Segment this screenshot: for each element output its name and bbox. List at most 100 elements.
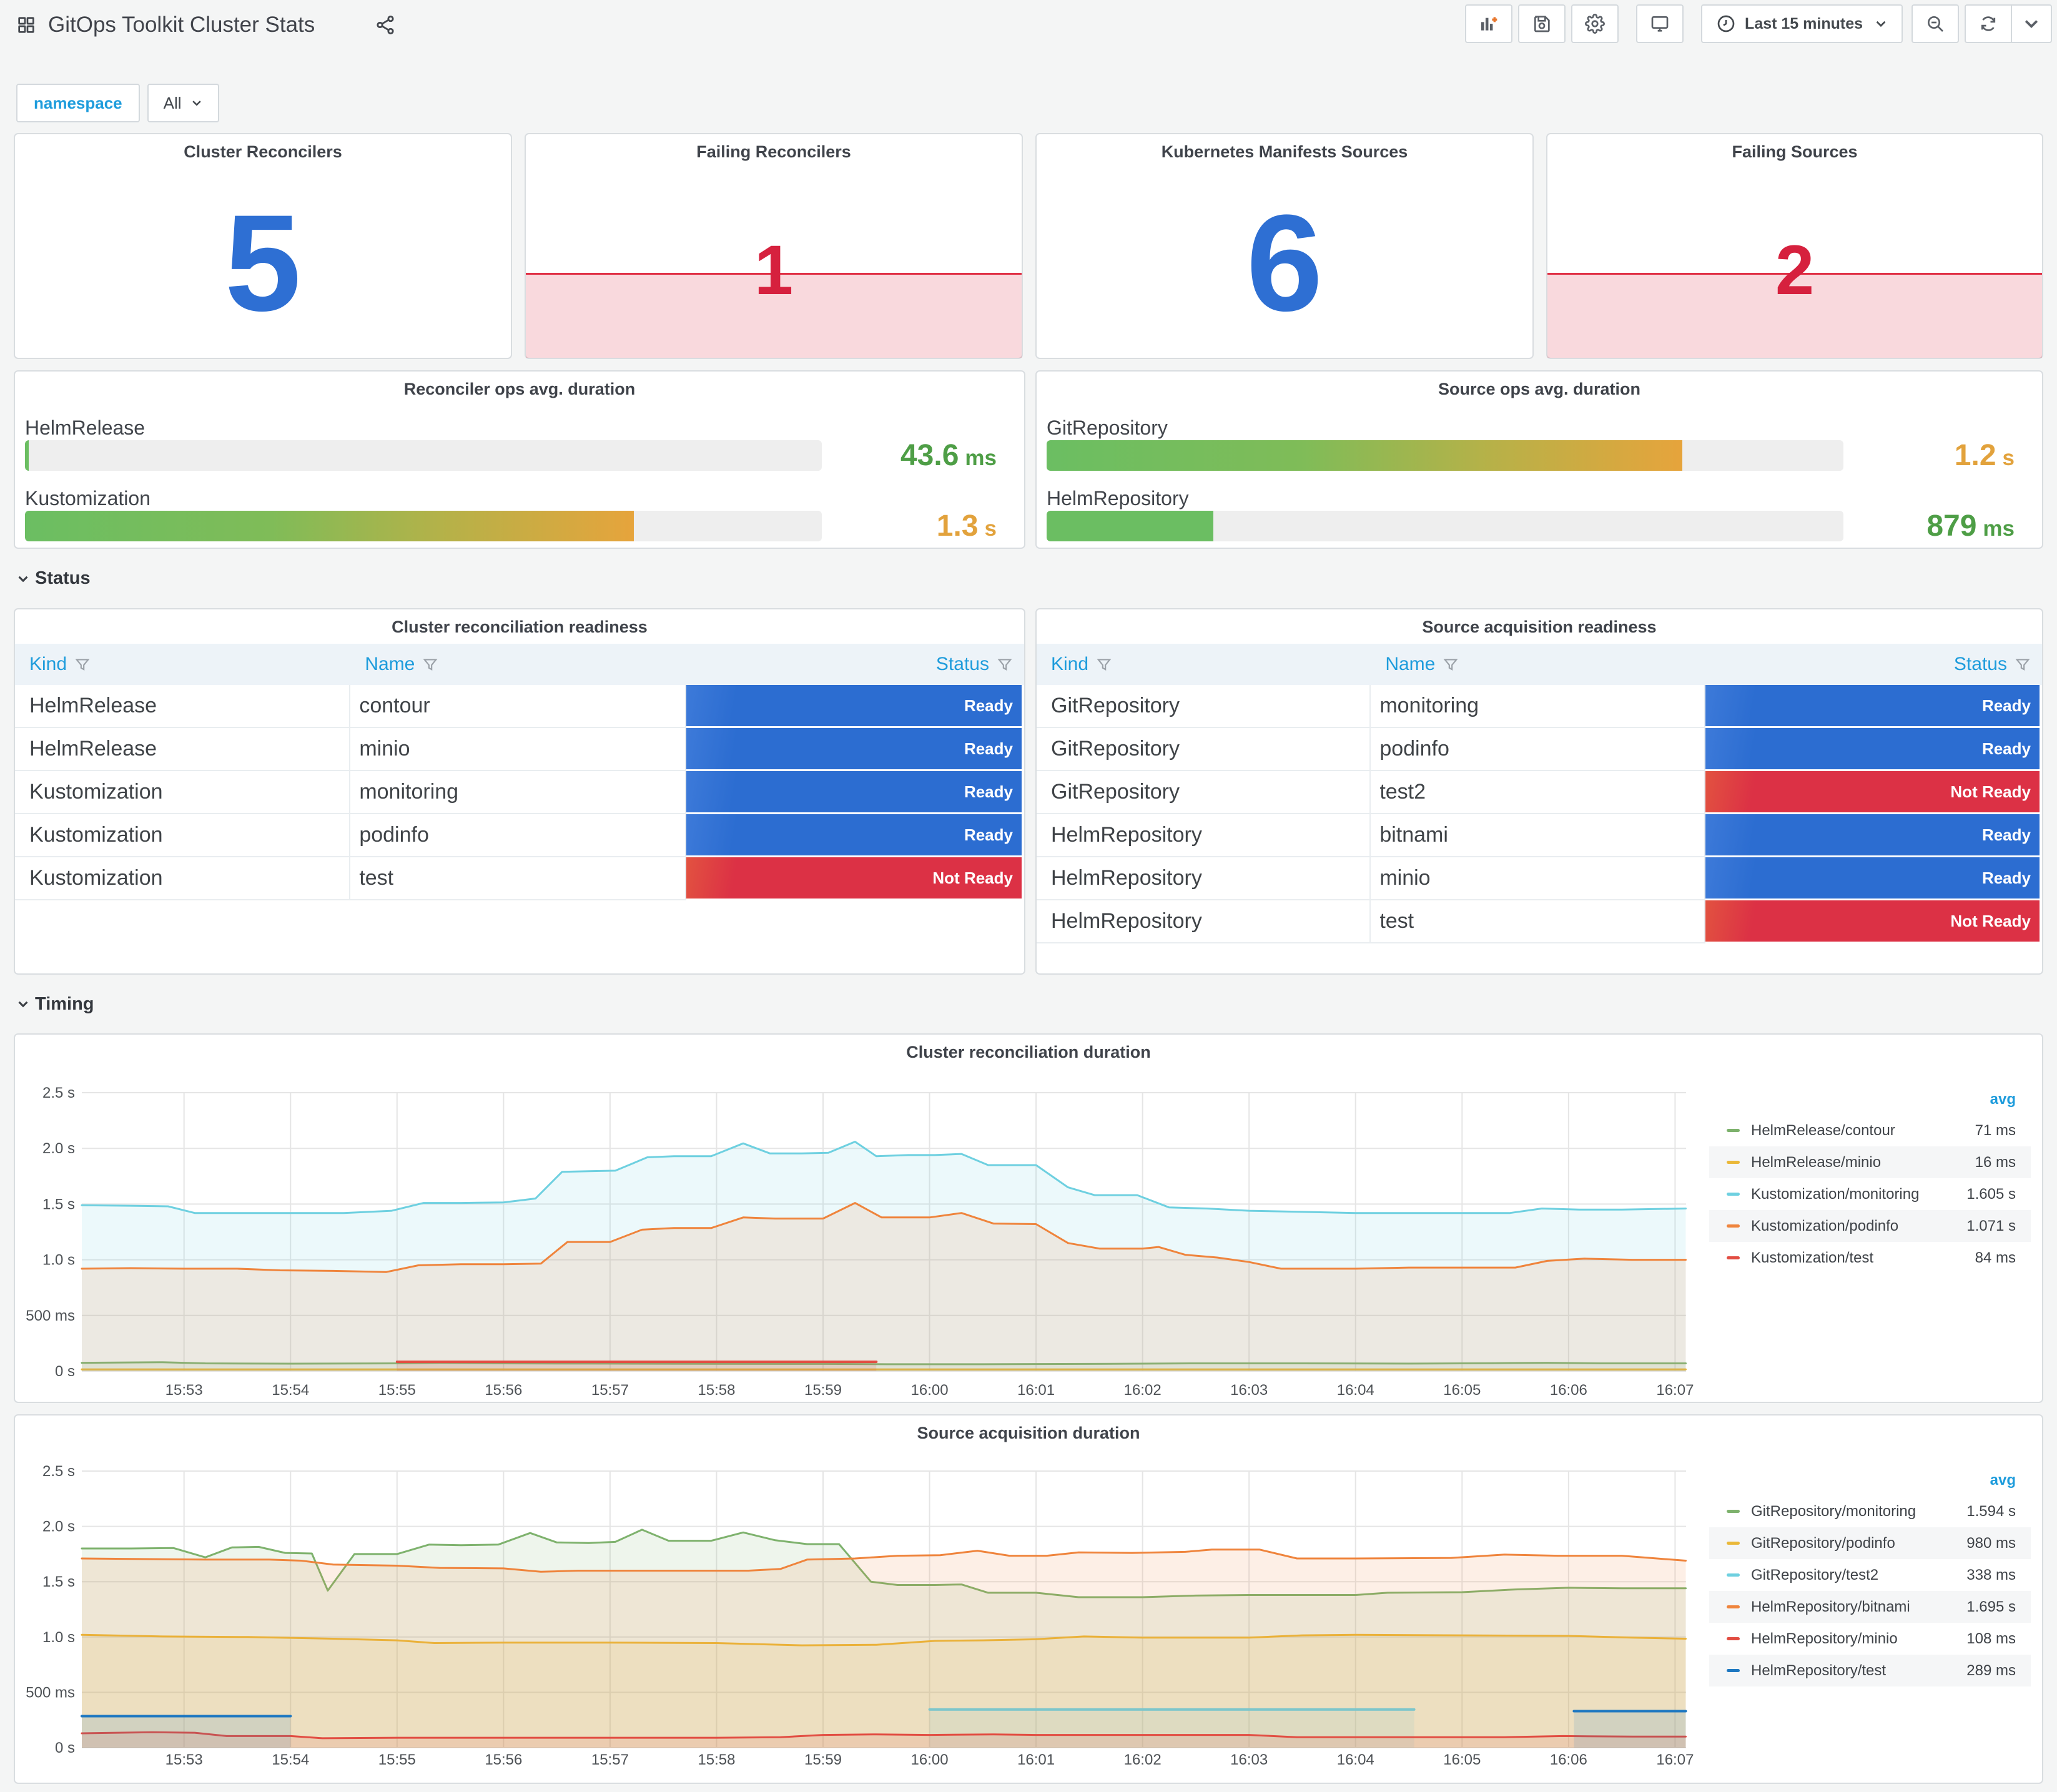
panel-title[interactable]: Cluster Reconcilers <box>184 142 342 161</box>
time-series-chart[interactable]: 0 s 500 ms 1.0 s 1.5 s 2.0 s 2.5 s 15:53 15:54 1… <box>15 1415 2040 1780</box>
panel-title[interactable]: Failing Reconcilers <box>696 142 851 161</box>
legend-item[interactable]: Kustomization/podinfo 1.071 s <box>1709 1210 2031 1242</box>
legend-series-name: Kustomization/monitoring <box>1751 1185 1920 1203</box>
variable-value-dropdown[interactable]: All <box>147 84 219 122</box>
table-column-header-name[interactable]: Name <box>1371 644 1705 685</box>
legend-series-color-dash <box>1727 1256 1740 1259</box>
x-axis-tick-label: 16:03 <box>1230 1751 1268 1768</box>
series-line-HelmRepository/minio <box>81 1731 1687 1740</box>
zoom-out-time-range-button[interactable] <box>1911 4 1959 43</box>
legend-column-header-avg[interactable]: avg <box>1990 1091 2016 1108</box>
bar-gauge-value-unit: s <box>984 516 997 541</box>
x-axis-tick-label: 16:01 <box>1017 1751 1055 1768</box>
column-header-label: Kind <box>29 654 67 674</box>
y-axis-tick-label: 1.0 s <box>42 1252 75 1269</box>
time-series-chart[interactable]: 0 s 500 ms 1.0 s 1.5 s 2.0 s 2.5 s 15:53 15:54 1… <box>15 1035 2040 1399</box>
column-header-label: Name <box>1385 654 1436 674</box>
sparkline-line <box>526 273 1022 275</box>
add-panel-button[interactable] <box>1465 4 1513 43</box>
bar-gauge-track <box>25 440 822 471</box>
legend-series-avg-value: 1.695 s <box>1966 1598 2016 1615</box>
x-axis-tick-label: 16:04 <box>1337 1382 1374 1399</box>
stat-value: 5 <box>224 186 302 340</box>
table-column-header-status[interactable]: Status <box>686 644 1022 685</box>
x-axis-tick-label: 16:02 <box>1124 1751 1162 1768</box>
table-cell-kind: HelmRepository <box>1037 857 1371 900</box>
bar-gauge-track <box>1047 511 1843 541</box>
save-icon <box>1534 16 1550 32</box>
row-header-status[interactable]: Status <box>16 549 91 608</box>
cycle-view-mode-button[interactable] <box>1636 4 1684 43</box>
panel-title[interactable]: Cluster reconciliation readiness <box>392 617 648 636</box>
series-fill-HelmRepository/test <box>82 1716 291 1748</box>
table-cell-status: Ready <box>686 728 1022 769</box>
panel-title[interactable]: Source acquisition duration <box>917 1423 1140 1442</box>
x-axis-tick-label: 15:56 <box>485 1382 522 1399</box>
legend-item[interactable]: GitRepository/test2 338 ms <box>1709 1559 2031 1591</box>
legend-series-color-dash <box>1727 1510 1740 1513</box>
panel-title[interactable]: Kubernetes Manifests Sources <box>1161 142 1408 161</box>
bar-gauge-value-number: 1.2 <box>1954 438 1996 472</box>
column-header-label: Kind <box>1051 654 1089 674</box>
refresh-interval-dropdown[interactable] <box>2012 6 2051 42</box>
legend-item[interactable]: HelmRelease/contour 71 ms <box>1709 1115 2031 1146</box>
legend-item[interactable]: HelmRepository/test 289 ms <box>1709 1655 2031 1686</box>
table-cell-status: Not Ready <box>1705 771 2040 812</box>
x-axis-tick-label: 15:56 <box>485 1751 522 1768</box>
legend-series-avg-value: 84 ms <box>1975 1249 2016 1266</box>
chevron-down-icon <box>1876 21 1886 27</box>
legend-series-avg-value: 338 ms <box>1966 1566 2016 1583</box>
filter-icon <box>75 659 90 671</box>
legend-item[interactable]: GitRepository/monitoring 1.594 s <box>1709 1495 2031 1527</box>
table-cell-kind: Kustomization <box>15 857 351 900</box>
panel-title[interactable]: Reconciler ops avg. duration <box>403 379 636 398</box>
legend-item[interactable]: HelmRelease/minio 16 ms <box>1709 1146 2031 1178</box>
x-axis-tick-label: 16:07 <box>1656 1751 1694 1768</box>
legend-column-header-avg[interactable]: avg <box>1990 1472 2016 1489</box>
table-column-header-name[interactable]: Name <box>350 644 686 685</box>
chevron-down-icon <box>2025 20 2038 29</box>
dashboard-toolbar: Last 15 minutes <box>1459 4 2052 43</box>
x-axis-tick-label: 16:06 <box>1550 1751 1587 1768</box>
series-fill-GitRepository/monitoring <box>82 1529 1686 1748</box>
refresh-picker <box>1965 4 2052 43</box>
legend-item[interactable]: Kustomization/monitoring 1.605 s <box>1709 1178 2031 1210</box>
time-range-picker[interactable]: Last 15 minutes <box>1701 4 1903 43</box>
table-cell-status: Ready <box>686 771 1022 812</box>
legend-series-avg-value: 980 ms <box>1966 1534 2016 1552</box>
table-column-header-status[interactable]: Status <box>1705 644 2040 685</box>
refresh-dashboard-button[interactable] <box>1966 6 2012 42</box>
bar-gauge-fill <box>25 440 29 471</box>
table-cell-kind: HelmRelease <box>15 728 351 771</box>
table-cell-name: podinfo <box>1371 728 1705 771</box>
table-row: HelmRepository bitnami Ready <box>1037 814 2042 857</box>
y-axis-tick-label: 0 s <box>55 1363 75 1380</box>
table-cell-kind: HelmRepository <box>1037 814 1371 857</box>
panel-reconciler-ops-avg-duration: Reconciler ops avg. duration HelmRelease… <box>14 370 1025 549</box>
panel-title[interactable]: Source ops avg. duration <box>1438 379 1641 398</box>
series-fill-Kustomization/monitoring <box>82 1141 1686 1371</box>
panel-title[interactable]: Source acquisition readiness <box>1422 617 1657 636</box>
table-cell-kind: Kustomization <box>15 771 351 814</box>
y-axis-tick-label: 2.0 s <box>42 1140 75 1157</box>
legend-item[interactable]: HelmRepository/bitnami 1.695 s <box>1709 1591 2031 1623</box>
table-row: GitRepository podinfo Ready <box>1037 728 2042 771</box>
legend-series-color-dash <box>1727 1669 1740 1672</box>
legend-item[interactable]: HelmRepository/minio 108 ms <box>1709 1623 2031 1655</box>
row-header-timing[interactable]: Timing <box>16 975 94 1033</box>
save-dashboard-button[interactable] <box>1518 4 1566 43</box>
table-column-header-kind[interactable]: Kind <box>1037 644 1371 685</box>
legend-series-avg-value: 289 ms <box>1966 1662 2016 1679</box>
dashboard-settings-button[interactable] <box>1571 4 1619 43</box>
legend-item[interactable]: GitRepository/podinfo 980 ms <box>1709 1527 2031 1559</box>
bar-gauge-field-label: HelmRelease <box>25 416 146 439</box>
legend-item[interactable]: Kustomization/test 84 ms <box>1709 1242 2031 1274</box>
apps-grid-icon[interactable] <box>16 15 36 35</box>
panel-title[interactable]: Cluster reconciliation duration <box>906 1042 1151 1061</box>
share-icon[interactable] <box>375 14 396 36</box>
panel-title[interactable]: Failing Sources <box>1732 142 1858 161</box>
bar-gauge-value-unit: s <box>2002 445 2015 470</box>
table-column-header-kind[interactable]: Kind <box>15 644 350 685</box>
legend-series-color-dash <box>1727 1193 1740 1196</box>
legend-series-avg-value: 16 ms <box>1975 1153 2016 1171</box>
